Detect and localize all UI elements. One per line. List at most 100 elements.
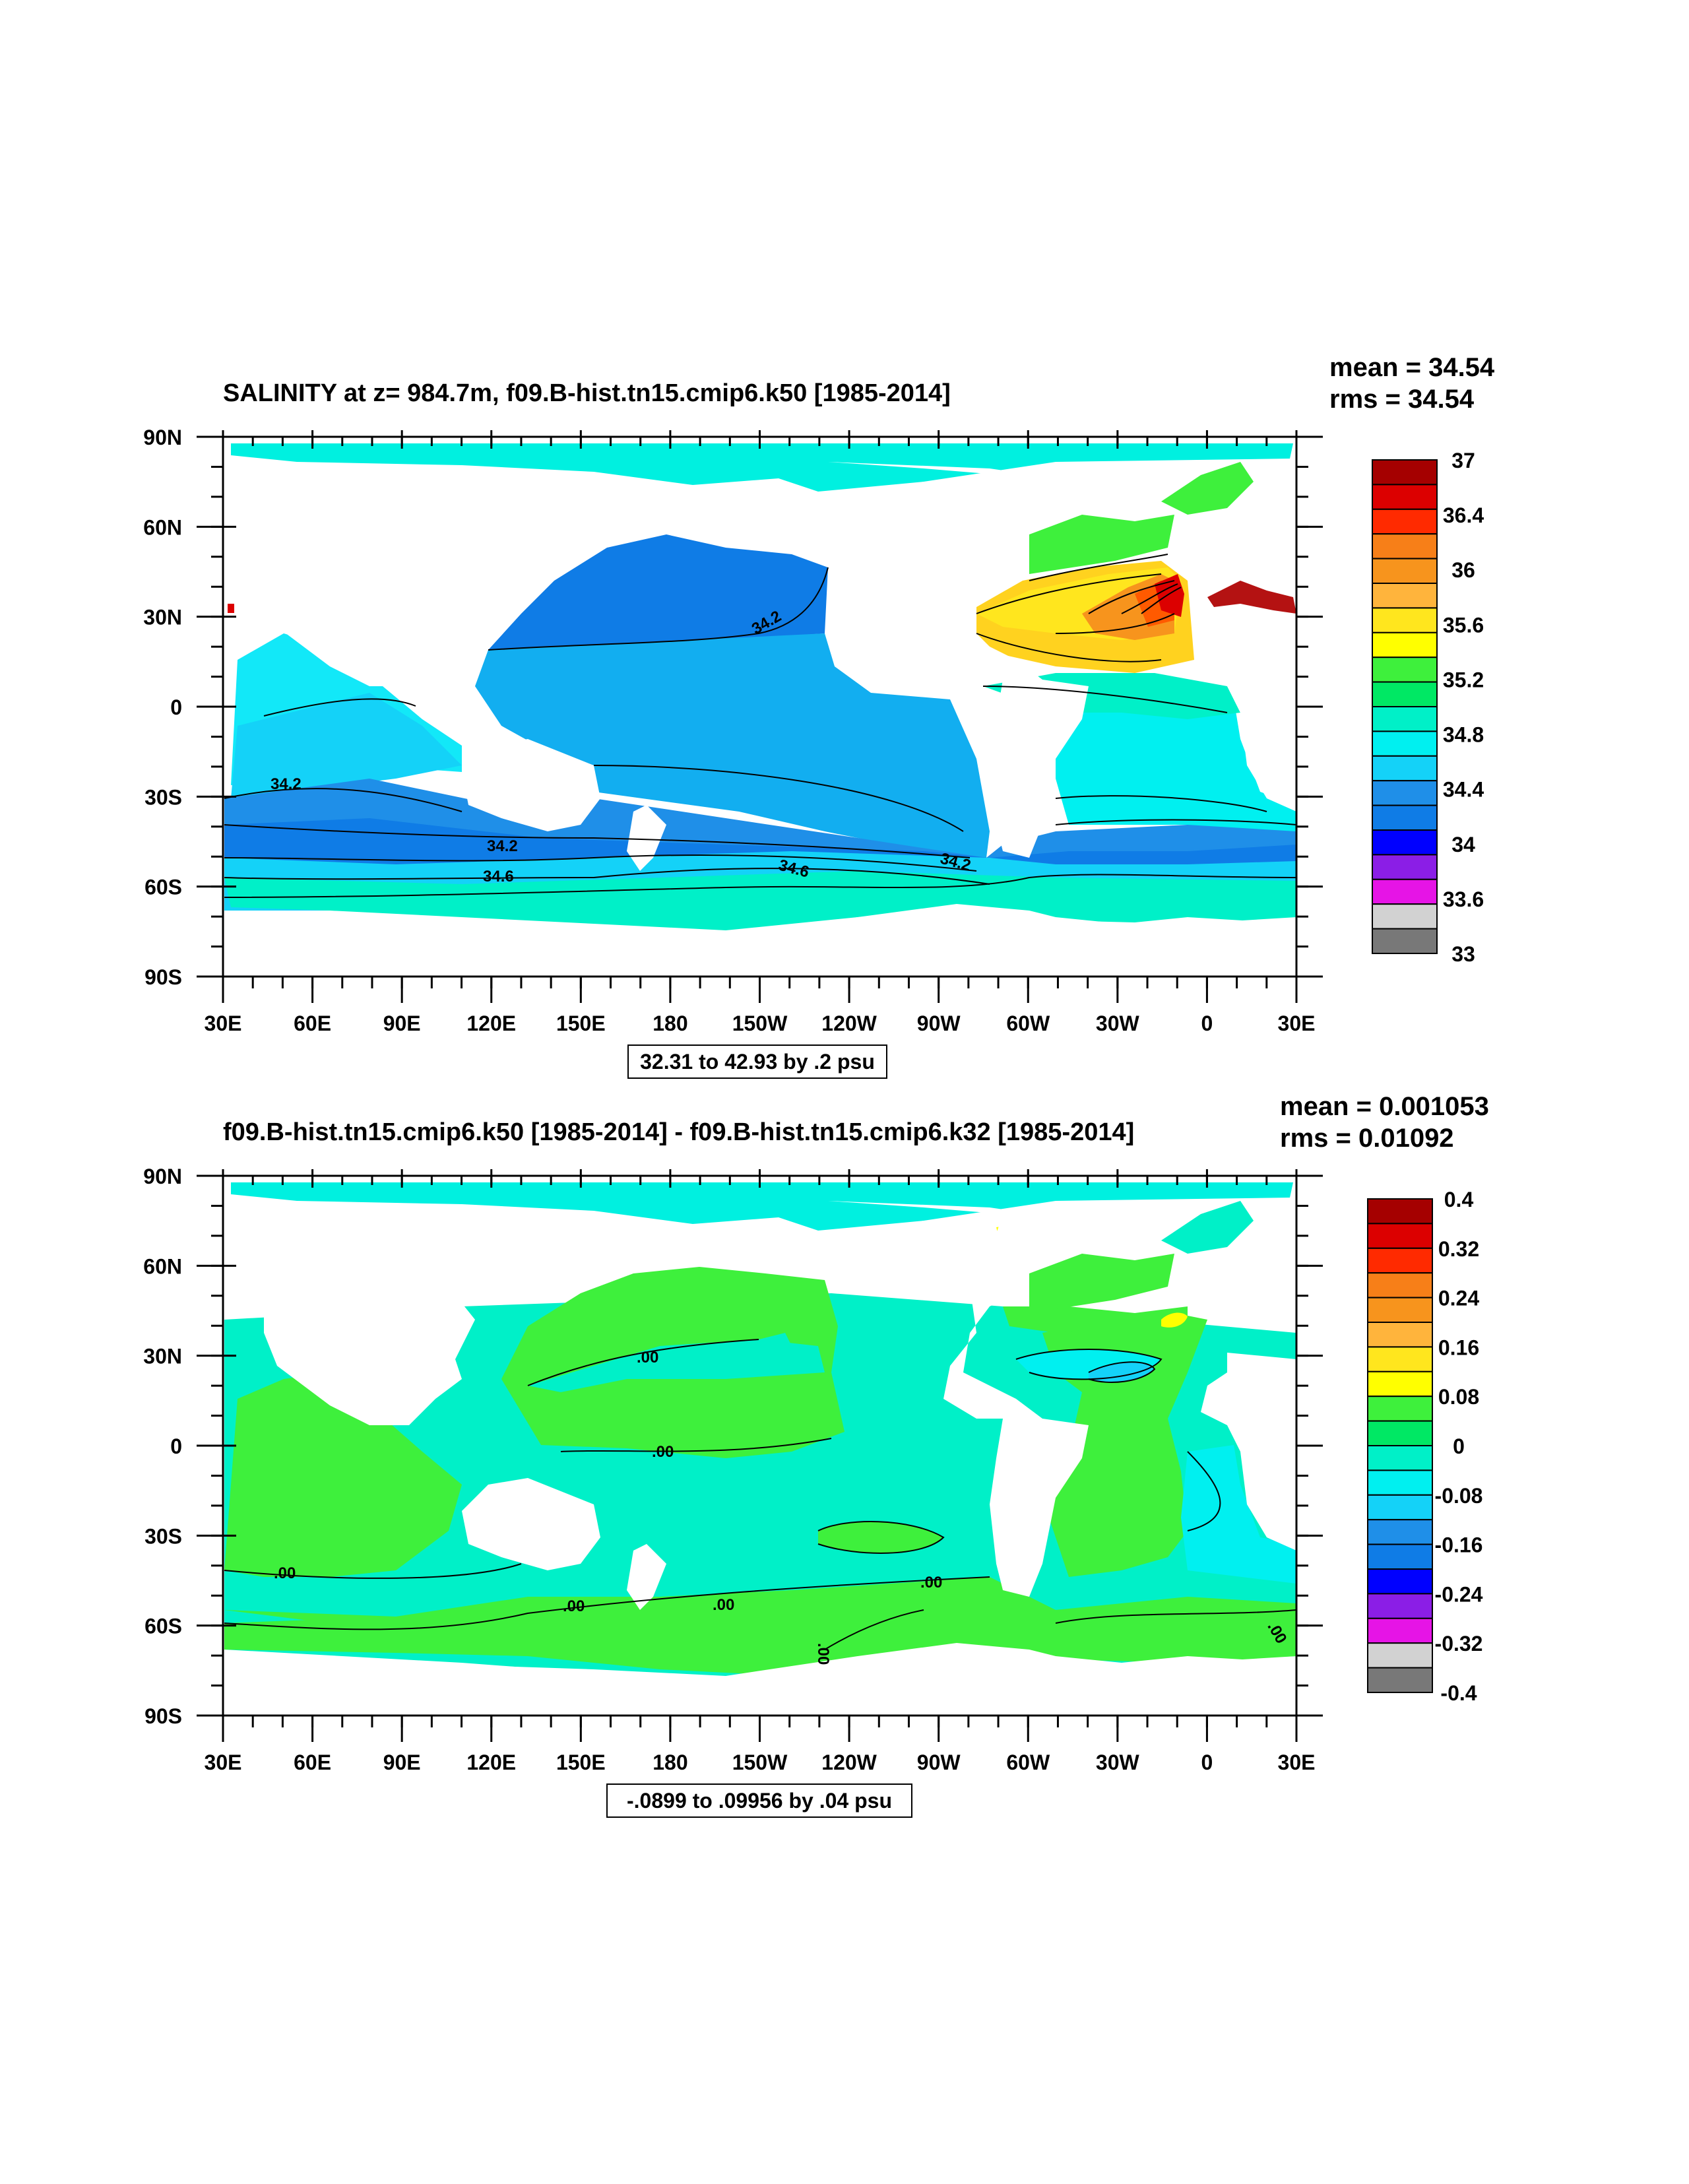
colorbar-label: 35.6 xyxy=(1443,613,1484,637)
colorbar-swatch xyxy=(1372,681,1438,707)
lon-tick-label: 30E xyxy=(1278,1012,1316,1035)
colorbar-label: -0.4 xyxy=(1440,1681,1477,1705)
salinity-map: 34.2 34.2 34.2 34.2 34.6 34.6 xyxy=(223,437,1296,977)
colorbar-label: 0 xyxy=(1453,1434,1465,1458)
colorbar-swatch xyxy=(1367,1346,1433,1372)
contour-lines xyxy=(224,554,1296,898)
arctic-ocean xyxy=(231,443,1293,492)
range-box: -.0899 to .09956 by .04 psu xyxy=(606,1783,912,1818)
panel-title: f09.B-hist.tn15.cmip6.k50 [1985-2014] - … xyxy=(223,1118,1134,1146)
lon-tick-label: 150E xyxy=(556,1012,606,1035)
colorbar-label: 36.4 xyxy=(1443,503,1484,527)
contour-labels: .00 .00 .00 .00 .00 .00 .00 .00 xyxy=(274,1349,1291,1665)
lat-tick-label: 60N xyxy=(143,515,182,539)
colorbar-swatch xyxy=(1367,1420,1433,1447)
colorbar-swatch xyxy=(1367,1617,1433,1644)
lat-tick-label: 0 xyxy=(170,1434,182,1458)
colorbar-swatch xyxy=(1367,1272,1433,1299)
colorbar-label: -0.08 xyxy=(1435,1484,1483,1508)
lat-tick-label: 30N xyxy=(143,1345,182,1368)
continent-africa xyxy=(264,1254,475,1425)
mean-label: mean = 0.001053 xyxy=(1280,1092,1489,1121)
rms-label: rms = 0.01092 xyxy=(1280,1124,1454,1153)
lon-tick-label: 90E xyxy=(383,1012,421,1035)
lon-tick-label: 0 xyxy=(1201,1750,1213,1774)
lat-tick-label: 30S xyxy=(144,785,182,809)
contour-label: .00 xyxy=(713,1596,734,1614)
colorbar-swatch xyxy=(1367,1519,1433,1545)
lon-tick-label: 60W xyxy=(1006,1750,1050,1774)
contour-label: .00 xyxy=(652,1443,674,1461)
contour-label: .00 xyxy=(814,1643,832,1665)
contour-label: .00 xyxy=(274,1564,296,1582)
lon-tick-label: 120E xyxy=(466,1750,516,1774)
colorbar-label: 35.2 xyxy=(1443,668,1484,691)
continent-americas xyxy=(828,1201,1089,1597)
colorbar-swatch xyxy=(1372,730,1438,757)
colorbar-swatch xyxy=(1372,928,1438,954)
colorbar-swatch xyxy=(1372,631,1438,658)
colorbar-swatch xyxy=(1372,607,1438,633)
lon-tick-label: 120W xyxy=(821,1750,877,1774)
colorbar-swatch xyxy=(1372,459,1438,486)
colorbar-swatch xyxy=(1372,533,1438,560)
colorbar-swatch xyxy=(1367,1667,1433,1694)
colorbar-swatch xyxy=(1372,854,1438,880)
colorbar-label: 0.08 xyxy=(1438,1385,1479,1409)
range-text: -.0899 to .09956 by .04 psu xyxy=(627,1789,892,1813)
colorbar-swatch xyxy=(1372,829,1438,856)
colorbar-swatch xyxy=(1372,804,1438,831)
lat-tick-label: 60N xyxy=(143,1254,182,1278)
colorbar-swatch xyxy=(1367,1543,1433,1570)
lon-tick-label: 180 xyxy=(653,1750,687,1774)
colorbar-swatch xyxy=(1372,657,1438,683)
lat-tick-label: 0 xyxy=(170,695,182,719)
lon-tick-label: 30E xyxy=(1278,1750,1316,1774)
north-atlantic-green xyxy=(1029,515,1174,574)
colorbar-bottom: 0.4 0.32 0.24 0.16 0.08 0 -0.08 -0.16 -0.24 -0.32… xyxy=(1367,1188,1483,1705)
colorbar-label: 0.16 xyxy=(1438,1335,1479,1359)
colorbar-swatch xyxy=(1372,780,1438,806)
colorbar-swatch xyxy=(1372,558,1438,584)
range-text: 32.31 to 42.93 by .2 psu xyxy=(640,1050,875,1074)
colorbar-label: 0.4 xyxy=(1444,1188,1474,1211)
lon-tick-label: 30W xyxy=(1096,1012,1140,1035)
lon-tick-label: 150W xyxy=(732,1750,788,1774)
colorbar-label: 34 xyxy=(1451,833,1475,856)
mediterranean-region xyxy=(1207,581,1296,614)
contour-lines xyxy=(224,1339,1296,1650)
colorbar-label: -0.32 xyxy=(1435,1632,1483,1655)
lon-tick-label: 30W xyxy=(1096,1750,1140,1774)
lat-tick-label: 90S xyxy=(144,1704,182,1728)
colorbar-label: 34.8 xyxy=(1443,723,1484,747)
arctic-ocean xyxy=(231,1182,1293,1231)
lon-tick-label: 0 xyxy=(1201,1012,1213,1035)
indian-ocean-green xyxy=(224,1372,462,1577)
contour-label: 34.6 xyxy=(483,868,514,885)
lat-tick-label: 60S xyxy=(144,876,182,899)
colorbar-swatch xyxy=(1372,583,1438,609)
colorbar-swatch xyxy=(1367,1593,1433,1619)
lon-tick-label: 60E xyxy=(294,1750,331,1774)
panel-bottom: f09.B-hist.tn15.cmip6.k50 [1985-2014] - … xyxy=(143,1092,1489,1818)
colorbar-label: 33.6 xyxy=(1443,887,1484,911)
colorbar-swatch xyxy=(1367,1469,1433,1496)
colorbar-label: 0.24 xyxy=(1438,1287,1479,1310)
lon-axis-labels: 30E 60E 90E 120E 150E 180 150W 120W 90W 60W 30W 0 30… xyxy=(205,1012,1316,1035)
continent-americas xyxy=(828,462,1089,858)
colorbar-swatch xyxy=(1367,1494,1433,1521)
lon-tick-label: 180 xyxy=(653,1012,687,1035)
lat-tick-label: 30S xyxy=(144,1524,182,1548)
contour-label: 34.2 xyxy=(487,837,518,855)
panel-top: SALINITY at z= 984.7m, f09.B-hist.tn15.c… xyxy=(143,353,1495,1079)
mean-label: mean = 34.54 xyxy=(1329,353,1495,382)
lon-axis-labels: 30E 60E 90E 120E 150E 180 150W 120W 90W 60W 30W 0 30… xyxy=(205,1750,1316,1774)
colorbar-swatch xyxy=(1367,1445,1433,1471)
colorbar-label: -0.24 xyxy=(1435,1582,1483,1606)
lon-tick-label: 30E xyxy=(205,1012,242,1035)
lat-axis-labels: 90N 60N 30N 0 30S 60S 90S xyxy=(143,1165,182,1728)
continent-australia xyxy=(462,739,600,831)
lon-tick-label: 90E xyxy=(383,1750,421,1774)
colorbar-swatch xyxy=(1367,1322,1433,1348)
